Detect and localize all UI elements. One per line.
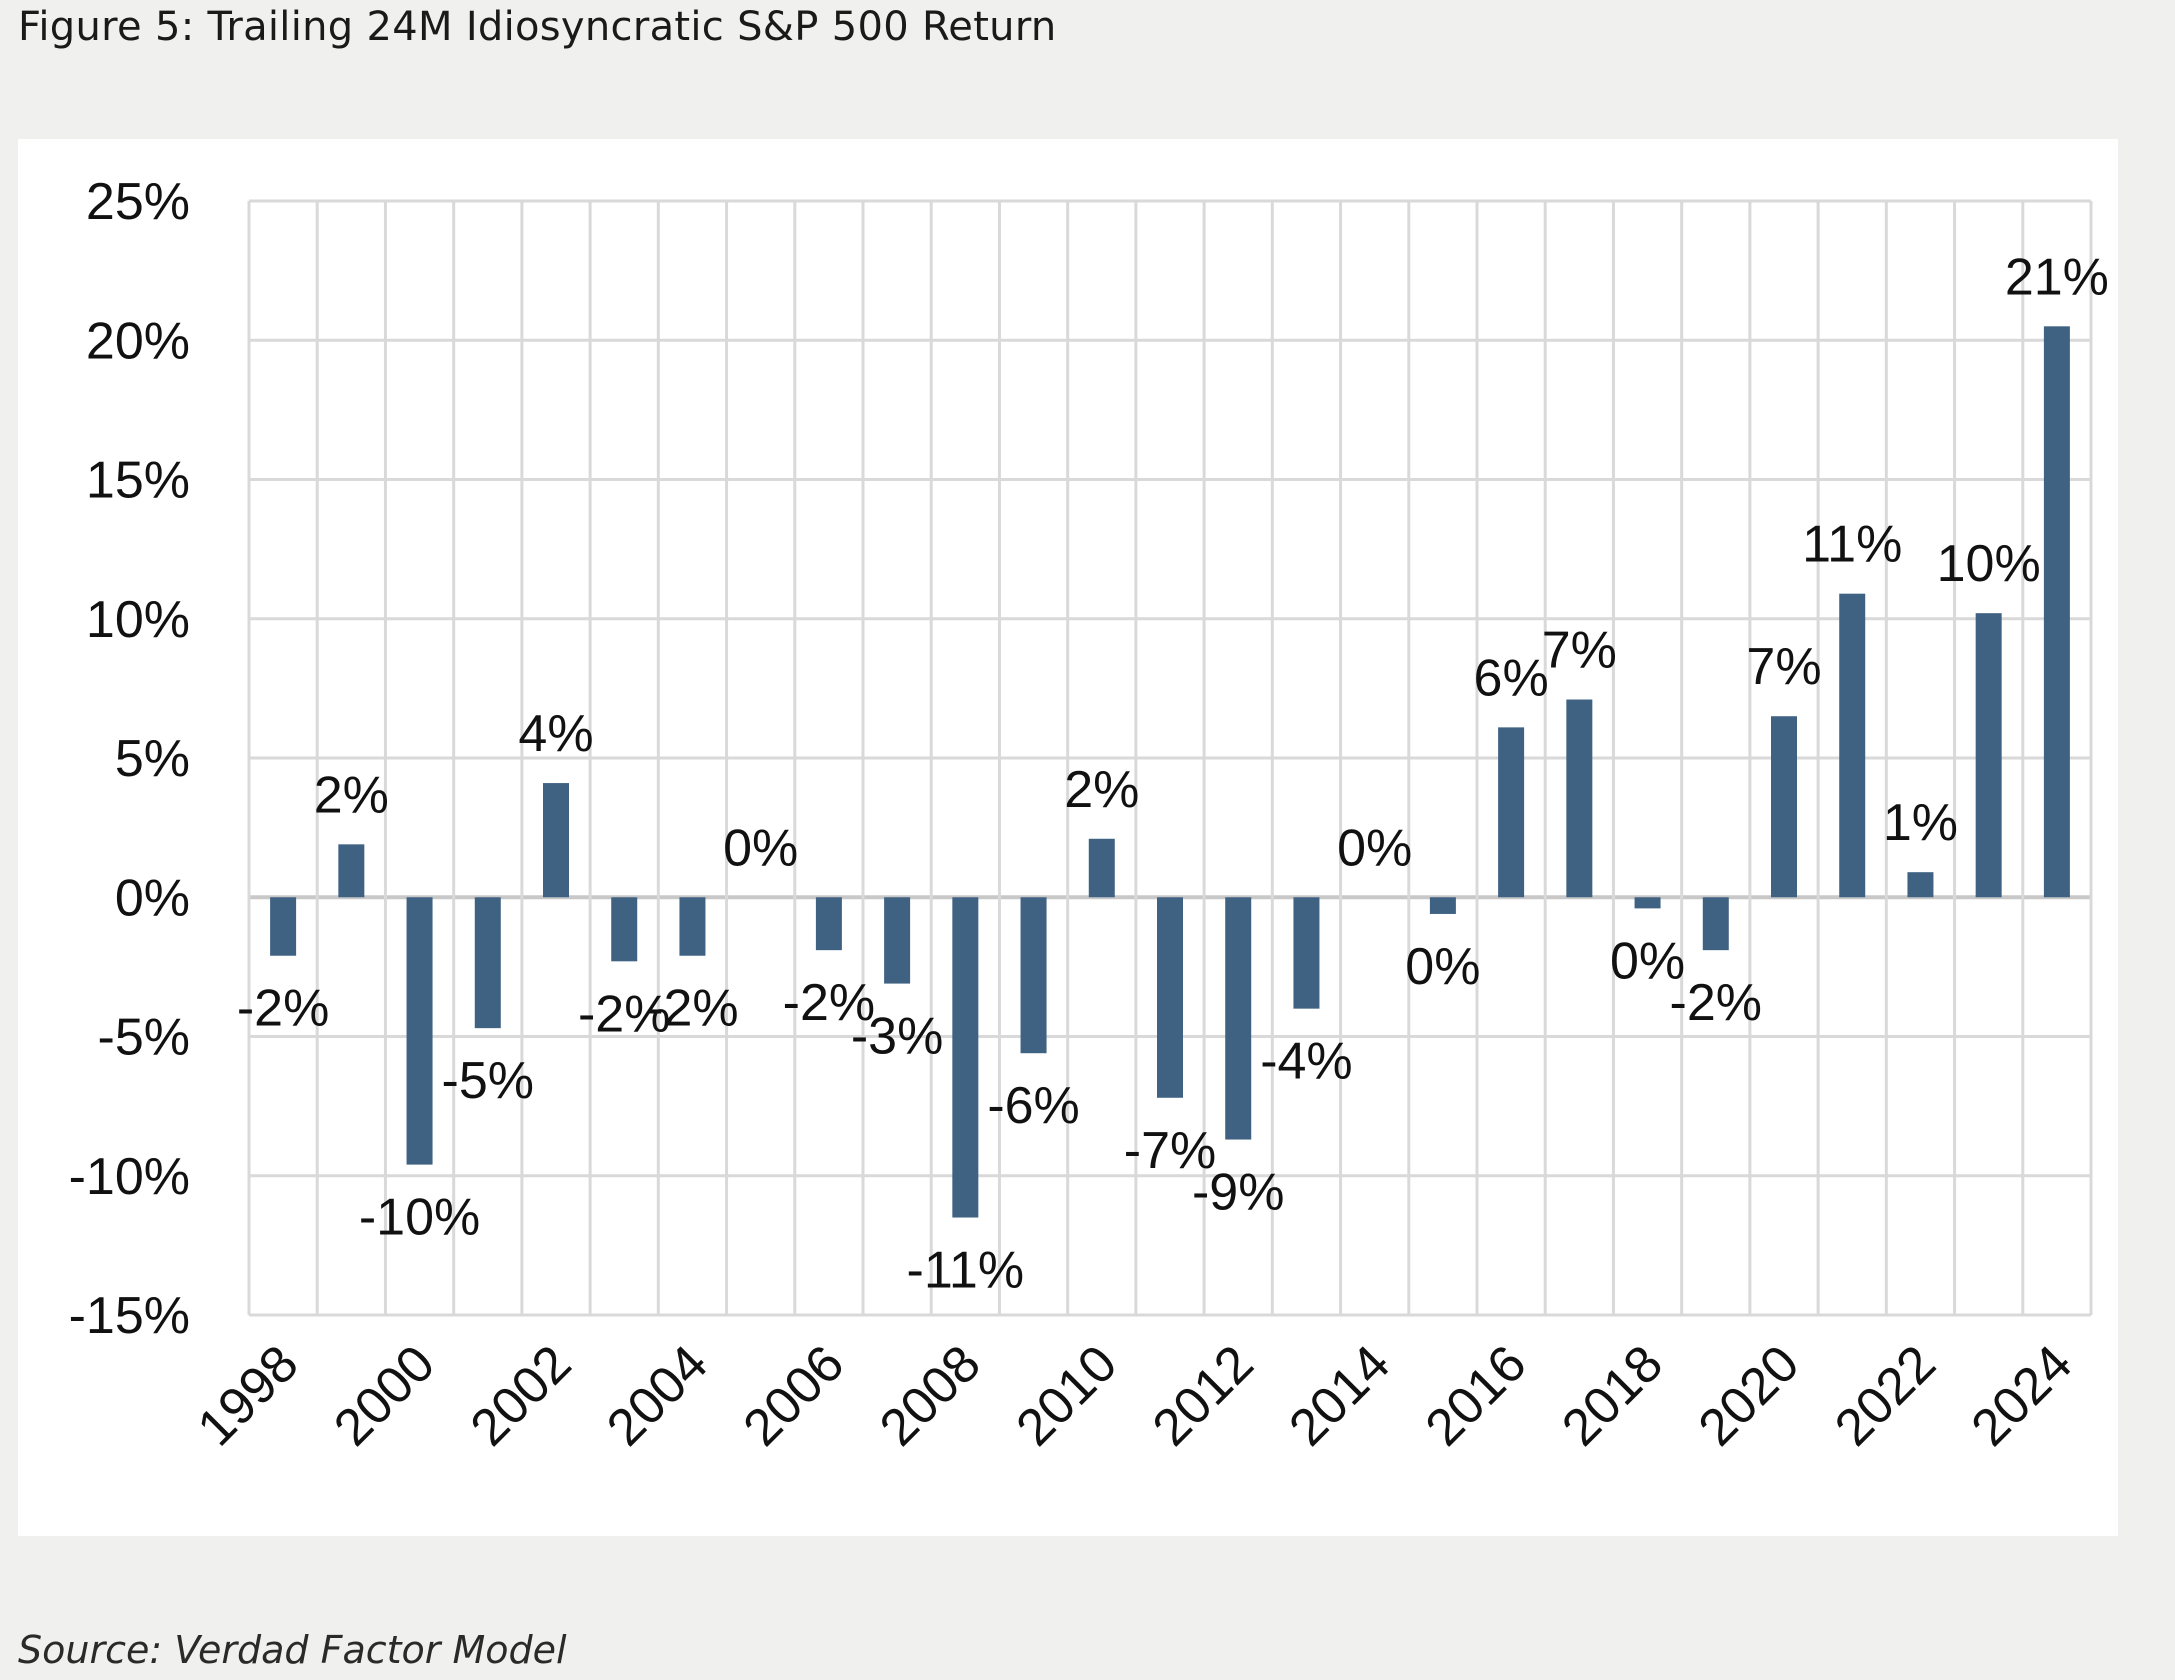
- y-tick-label: 0%: [115, 869, 190, 927]
- data-label-2001: -5%: [442, 1052, 534, 1110]
- x-tick-label: 2024: [1961, 1334, 2084, 1457]
- data-label-2008: -11%: [907, 1242, 1025, 1300]
- bar-1998: [270, 897, 297, 956]
- data-label-2024: 21%: [2005, 248, 2109, 306]
- bar-2012: [1225, 897, 1252, 1140]
- data-label-2023: 10%: [1937, 535, 2041, 593]
- data-label-2017: 7%: [1542, 622, 1617, 680]
- bar-2013: [1293, 897, 1320, 1009]
- x-tick-label: 2018: [1551, 1334, 1674, 1457]
- bar-2015: [1429, 897, 1456, 914]
- bar-2020: [1771, 716, 1797, 898]
- data-label-2019: -2%: [1670, 974, 1762, 1032]
- x-tick-label: 2004: [596, 1334, 719, 1457]
- data-label-2014: 0%: [1337, 819, 1412, 877]
- bar-2004: [679, 897, 706, 956]
- bar-2011: [1157, 897, 1183, 1098]
- x-tick-label: 2012: [1142, 1334, 1265, 1457]
- y-tick-label: -10%: [69, 1148, 190, 1206]
- bar-2006: [815, 897, 842, 951]
- bars: [270, 326, 2070, 1218]
- data-label-2016: 6%: [1474, 649, 1549, 707]
- figure-title: Figure 5: Trailing 24M Idiosyncratic S&P…: [18, 4, 1057, 50]
- x-tick-label: 2002: [460, 1334, 583, 1457]
- bar-2024: [2043, 326, 2070, 898]
- data-label-2022: 1%: [1883, 794, 1958, 852]
- data-label-2002: 4%: [518, 705, 593, 763]
- bar-2019: [1702, 897, 1729, 951]
- data-label-2011: -7%: [1124, 1122, 1216, 1180]
- x-tick-label: 1998: [187, 1334, 310, 1457]
- bar-2016: [1498, 727, 1525, 898]
- bar-2008: [952, 897, 979, 1218]
- data-label-2012: -9%: [1192, 1164, 1284, 1222]
- data-label-2018: 0%: [1610, 932, 1685, 990]
- x-axis-ticks: 1998 2000 2002 2004 2006 2008 2010 2012 2014 2016…: [187, 1334, 2084, 1457]
- data-label-2004: -2%: [646, 980, 738, 1038]
- data-label-2007: -3%: [851, 1008, 943, 1066]
- y-tick-label: 25%: [86, 173, 190, 231]
- y-tick-label: -15%: [69, 1287, 190, 1345]
- bar-2010: [1088, 838, 1115, 898]
- bar-2000: [406, 897, 433, 1165]
- bar-2017: [1566, 699, 1593, 898]
- source-note: Source: Verdad Factor Model: [18, 1628, 567, 1672]
- data-labels: -2%2%-10%-5%4%-2%-2%0%-2%-3%-11%-6%2%-7%…: [237, 248, 2109, 1299]
- data-label-2021: 11%: [1802, 516, 1902, 574]
- y-tick-label: 15%: [86, 452, 190, 510]
- bar-1999: [338, 844, 365, 898]
- data-label-2010: 2%: [1064, 761, 1139, 819]
- x-tick-label: 2014: [1278, 1334, 1401, 1457]
- bar-2021: [1839, 593, 1866, 898]
- data-label-1998: -2%: [237, 980, 329, 1038]
- bar-2002: [543, 783, 569, 898]
- y-tick-label: 20%: [86, 312, 190, 370]
- data-label-2013: -4%: [1260, 1033, 1352, 1091]
- data-label-2003: -2%: [578, 985, 670, 1043]
- y-axis-ticks: 25% 20% 15% 10% 5% 0% -5% -10% -15%: [69, 173, 190, 1345]
- data-label-2000: -10%: [359, 1189, 480, 1247]
- data-label-1999: 2%: [314, 766, 389, 824]
- y-tick-label: 10%: [86, 591, 190, 649]
- bar-2003: [611, 897, 638, 962]
- bar-2009: [1020, 897, 1047, 1054]
- x-tick-label: 2000: [323, 1334, 446, 1457]
- bar-chart: 25% 20% 15% 10% 5% 0% -5% -10% -15% -2% 2% -10% -5%…: [69, 173, 2109, 1457]
- x-tick-label: 2010: [1005, 1334, 1128, 1457]
- bar-2001: [474, 897, 501, 1029]
- data-label-2015: 0%: [1405, 938, 1480, 996]
- data-label-2006: -2%: [783, 974, 875, 1032]
- bar-2007: [884, 897, 911, 984]
- x-tick-label: 2008: [869, 1334, 992, 1457]
- x-tick-label: 2022: [1824, 1334, 1947, 1457]
- data-label-2020: 7%: [1746, 638, 1821, 696]
- bar-2022: [1907, 872, 1934, 898]
- bar-2018: [1634, 897, 1661, 909]
- y-tick-label: -5%: [98, 1009, 190, 1067]
- x-tick-label: 2016: [1415, 1334, 1538, 1457]
- bar-2023: [1975, 613, 2002, 898]
- x-tick-label: 2020: [1688, 1334, 1811, 1457]
- data-label-2009: -6%: [987, 1077, 1079, 1135]
- data-label-2005: 0%: [723, 819, 798, 877]
- y-tick-label: 5%: [115, 730, 190, 788]
- x-tick-label: 2006: [733, 1334, 856, 1457]
- chart-panel: 25% 20% 15% 10% 5% 0% -5% -10% -15% -2% 2% -10% -5%…: [18, 139, 2118, 1536]
